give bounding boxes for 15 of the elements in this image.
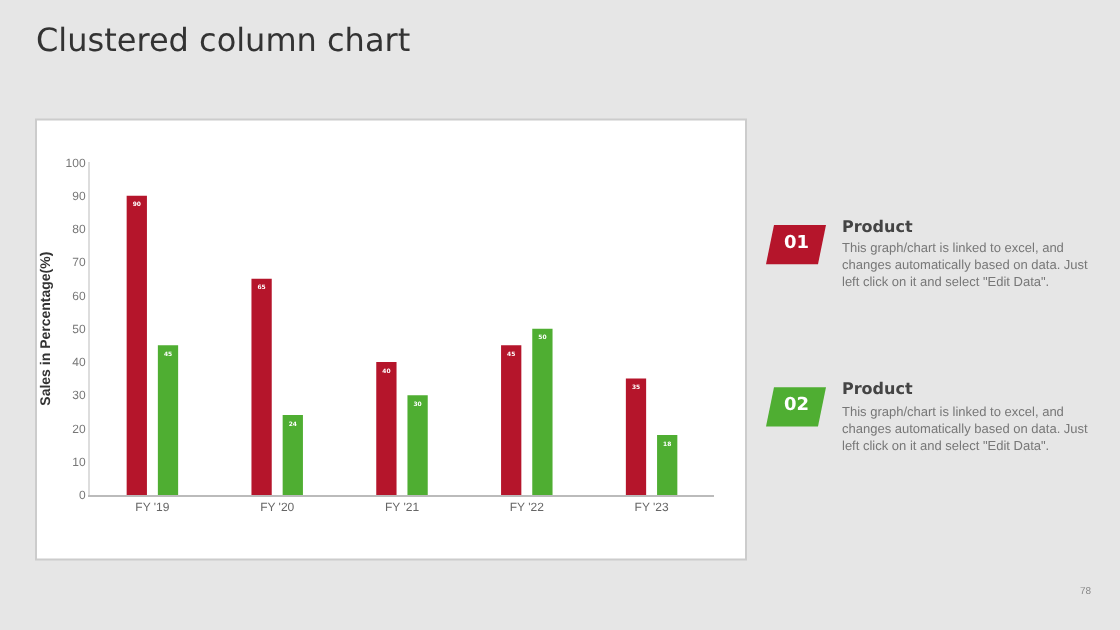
text: Product bbox=[842, 218, 913, 236]
bar bbox=[376, 361, 397, 495]
bar bbox=[625, 378, 647, 495]
chart-title: Clustered column chart bbox=[36, 21, 411, 60]
bar bbox=[282, 415, 303, 495]
text: 02 bbox=[784, 396, 810, 416]
bar bbox=[126, 195, 147, 495]
text: Product bbox=[842, 380, 913, 398]
bar bbox=[532, 328, 553, 495]
bar bbox=[657, 435, 678, 495]
bar bbox=[501, 345, 522, 495]
bar bbox=[251, 278, 272, 495]
bar bbox=[407, 395, 428, 495]
bar bbox=[157, 345, 179, 495]
text: 01 bbox=[784, 234, 810, 254]
